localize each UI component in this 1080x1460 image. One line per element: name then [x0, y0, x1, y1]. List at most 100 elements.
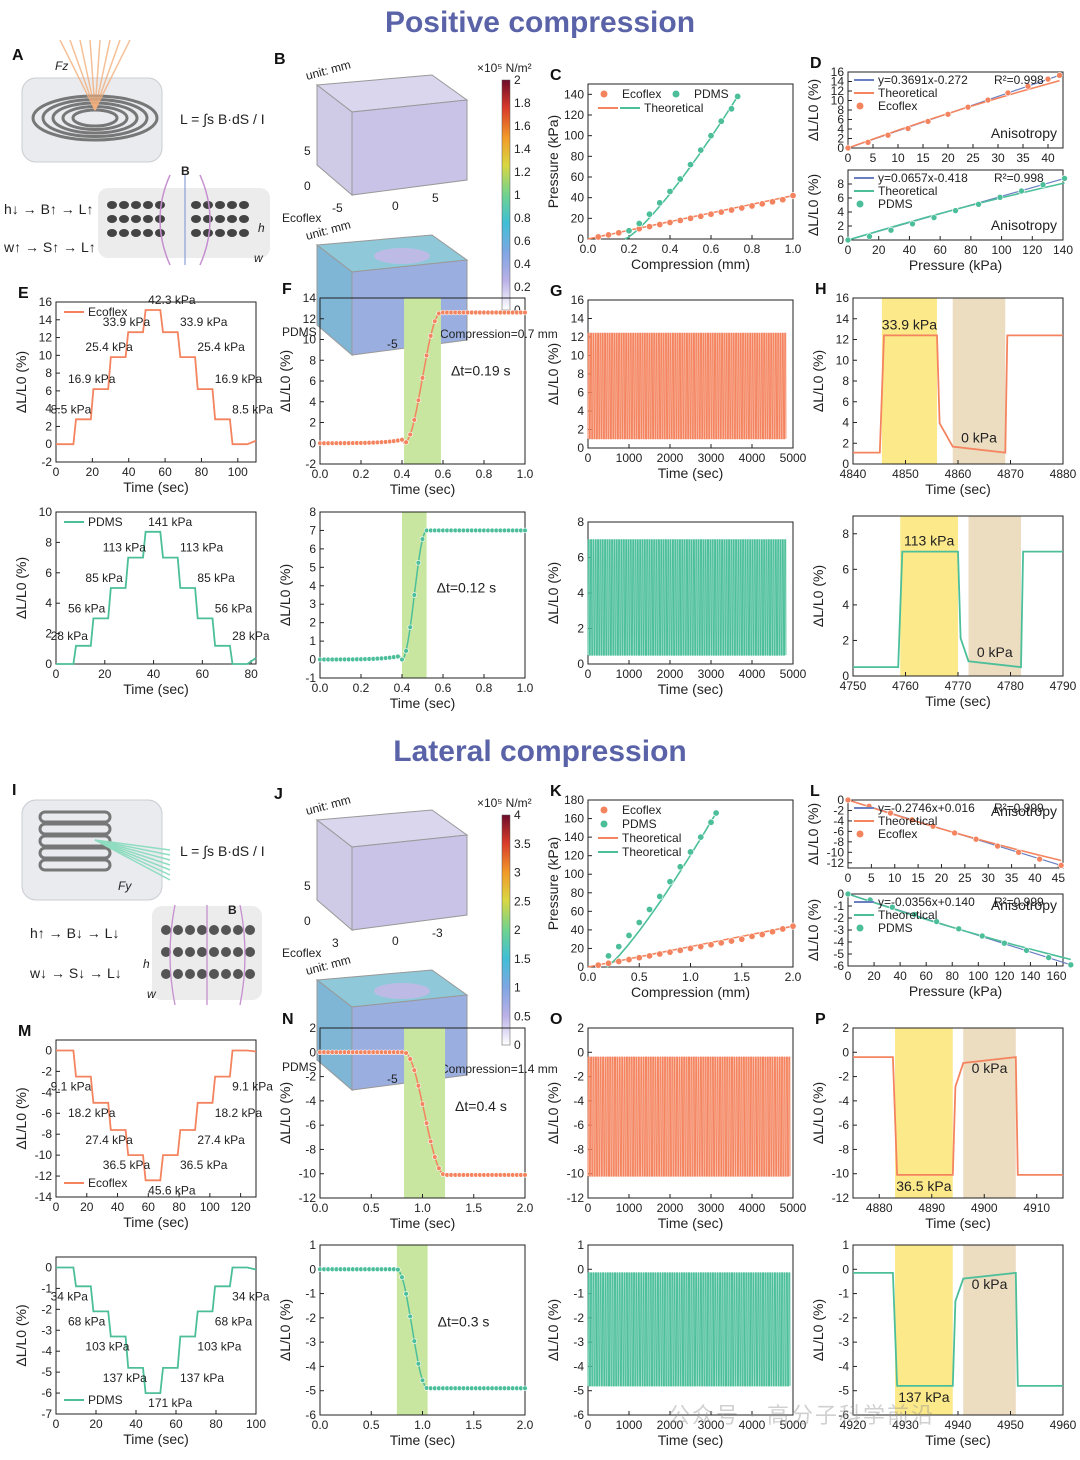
y-tick-label: 20: [571, 211, 585, 225]
x-axis-label: Time (sec): [658, 465, 724, 481]
wire-dot: [215, 229, 225, 237]
data-point: [419, 1101, 426, 1107]
unloading-window: [963, 1245, 1016, 1415]
y-tick-label: -4: [305, 1094, 316, 1108]
plot-frame: [852, 1027, 1064, 1199]
x-tick-label: 0.5: [363, 1418, 380, 1432]
force-ray: [94, 39, 121, 111]
data-point: [789, 192, 797, 200]
x-tick-label: 4770: [945, 679, 972, 693]
x-tick-label: 4000: [739, 1201, 766, 1215]
data-point: [707, 941, 715, 949]
anisotropy-label: Anisotropy: [991, 125, 1057, 141]
x-tick-label: 5: [870, 151, 877, 165]
x-tick-label: 20: [867, 969, 881, 983]
y-tick-label: -6: [833, 824, 844, 838]
y-tick-label: -4: [41, 1344, 52, 1358]
y-tick-label: 0: [837, 141, 844, 155]
x-axis-label: Time (sec): [390, 695, 456, 711]
y-tick-label: 6: [837, 191, 844, 205]
x-tick-label: 15: [911, 871, 925, 885]
x-tick-label: 0.2: [621, 242, 638, 256]
y-tick-label: 4: [577, 586, 584, 600]
colorbar-tick: 2: [514, 923, 521, 937]
level-label-left: 28 kPa: [51, 629, 89, 643]
y-tick-label: 0: [842, 457, 849, 471]
y-axis-label: ΔL/L0 (%): [805, 803, 821, 865]
data-point: [676, 946, 684, 954]
force-ray: [94, 839, 171, 856]
data-point: [686, 214, 694, 222]
data-point: [697, 833, 705, 841]
chart-m-pdms: 0 20 40 60 80 100 0 -1 -2 -3 -4 -5 -6 -7 Time (sec) ΔL/…: [13, 1256, 270, 1447]
y-tick-label: 60: [571, 904, 585, 918]
data-point: [1045, 954, 1052, 961]
cycling-trace: [587, 539, 787, 656]
y-tick-label: -2: [573, 1070, 584, 1084]
y-tick-label: 2: [309, 1021, 316, 1035]
y-axis-label: ΔL/L0 (%): [545, 343, 561, 405]
data-point: [625, 956, 633, 964]
block-axis-tick: 0: [392, 934, 399, 948]
x-tick-label: 0: [585, 667, 592, 681]
wire-dot: [155, 201, 165, 209]
y-axis-label: ΔL/L0 (%): [810, 350, 826, 412]
colorbar-tick: 3.5: [514, 837, 531, 851]
y-axis-label: Pressure (kPa): [545, 115, 561, 208]
coil-turn: [38, 810, 112, 824]
data-point: [407, 1056, 413, 1062]
x-tick-label: 100: [992, 243, 1012, 257]
data-point: [635, 220, 643, 228]
data-point: [419, 375, 426, 381]
data-point: [407, 1313, 413, 1320]
y-tick-label: 120: [564, 849, 584, 863]
stress-hotspot: [374, 983, 430, 999]
x-tick-label: 1.0: [414, 1201, 431, 1215]
wire-dot: [227, 201, 237, 209]
data-point: [779, 925, 787, 933]
wire-dot: [233, 925, 243, 935]
x-axis-label: Time (sec): [123, 681, 189, 697]
data-point: [1044, 75, 1052, 83]
x-tick-label: 1.0: [517, 681, 534, 695]
panel-letter: O: [550, 1011, 562, 1028]
x-tick-label: 40: [122, 465, 136, 479]
delta-t-label: Δt=0.12 s: [437, 579, 497, 595]
data-point: [666, 187, 674, 195]
data-point: [734, 92, 742, 100]
y-tick-label: 16: [836, 291, 850, 305]
x-tick-label: 1000: [616, 1201, 643, 1215]
x-tick-label: 100: [228, 465, 248, 479]
x-tick-label: 80: [946, 969, 960, 983]
legend-label: y=-0.2746x+0.016: [878, 801, 975, 815]
data-point: [407, 624, 413, 630]
wire-dot: [119, 229, 129, 237]
x-tick-label: 20: [98, 667, 112, 681]
y-tick-label: 0: [309, 436, 316, 450]
x-tick-label: 2000: [657, 1418, 684, 1432]
y-tick-label: 140: [564, 87, 584, 101]
ecoflex-front-face: [351, 834, 468, 931]
wire-dot: [119, 215, 129, 223]
y-tick-label: -6: [838, 1408, 849, 1422]
x-tick-label: 2.0: [517, 1201, 534, 1215]
y-tick-label: 8: [45, 366, 52, 380]
data-point: [686, 161, 694, 169]
y-axis-label: ΔL/L0 (%): [545, 562, 561, 624]
legend-label: Theoretical: [878, 86, 937, 100]
data-point: [930, 214, 938, 221]
wire-dot: [221, 925, 231, 935]
colorbar-tick: 1.6: [514, 119, 531, 133]
y-tick-label: 8: [837, 177, 844, 191]
x-tick-label: 120: [994, 969, 1014, 983]
data-point: [712, 809, 720, 817]
x-tick-label: 4920: [840, 1418, 867, 1432]
x-tick-label: 1000: [616, 451, 643, 465]
x-tick-label: 0: [845, 871, 852, 885]
x-axis-label: Pressure (kPa): [909, 983, 1002, 999]
colorbar-tick: 3: [514, 866, 521, 880]
plot-frame: [55, 1256, 257, 1415]
pressure-label-on: 36.5 kPa: [896, 1178, 951, 1194]
colorbar-tick: 4: [514, 808, 521, 822]
